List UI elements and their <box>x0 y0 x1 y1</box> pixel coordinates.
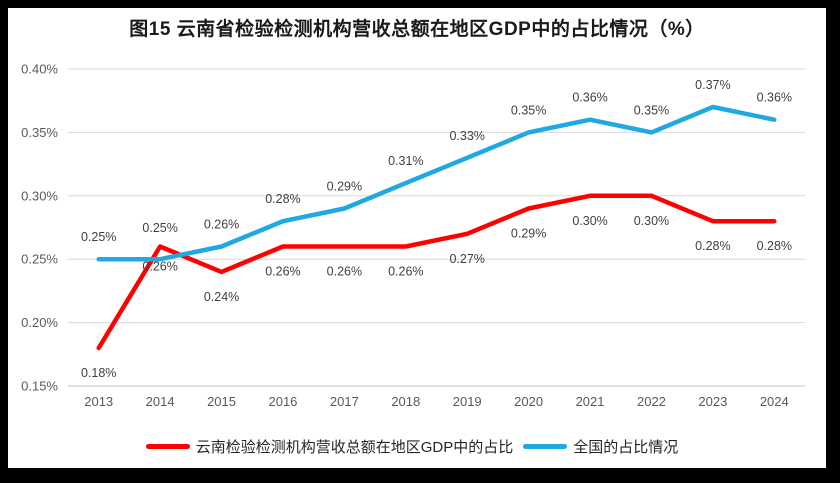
data-label-yunnan-2014: 0.26% <box>142 260 177 274</box>
x-tick-2023: 2023 <box>698 394 727 409</box>
data-label-national-2016: 0.28% <box>265 192 300 206</box>
y-tick-0.15%: 0.15% <box>21 379 58 394</box>
x-tick-2024: 2024 <box>760 394 789 409</box>
data-label-yunnan-2015: 0.24% <box>204 290 239 304</box>
data-label-national-2024: 0.36% <box>757 91 792 105</box>
chart-panel: 图15 云南省检验检测机构营收总额在地区GDP中的占比情况（%） 0.40% 0.… <box>8 8 826 468</box>
data-label-national-2015: 0.26% <box>204 218 239 232</box>
x-tick-2013: 2013 <box>84 394 113 409</box>
x-tick-2022: 2022 <box>637 394 666 409</box>
legend: 云南检验检测机构营收总额在地区GDP中的占比 全国的占比情况 <box>8 436 826 457</box>
data-label-yunnan-2023: 0.28% <box>695 239 730 253</box>
x-tick-2018: 2018 <box>391 394 420 409</box>
data-label-yunnan-2013: 0.18% <box>81 366 116 380</box>
legend-swatch-yunnan <box>145 444 190 449</box>
data-label-national-2018: 0.31% <box>388 154 423 168</box>
data-label-national-2021: 0.36% <box>572 91 607 105</box>
y-tick-0.20%: 0.20% <box>21 315 58 330</box>
series-line-yunnan <box>96 193 777 351</box>
x-tick-2019: 2019 <box>453 394 482 409</box>
data-label-yunnan-2021: 0.30% <box>572 214 607 228</box>
y-tick-0.30%: 0.30% <box>21 188 58 203</box>
data-label-national-2023: 0.37% <box>695 78 730 92</box>
data-label-yunnan-2020: 0.29% <box>511 226 546 240</box>
data-label-national-2019: 0.33% <box>449 129 484 143</box>
series-line-national <box>96 104 777 262</box>
y-tick-0.35%: 0.35% <box>21 125 58 140</box>
legend-swatch-national <box>523 444 568 449</box>
x-tick-2014: 2014 <box>146 394 175 409</box>
x-tick-2016: 2016 <box>268 394 297 409</box>
data-label-yunnan-2016: 0.26% <box>265 265 300 279</box>
x-tick-2017: 2017 <box>330 394 359 409</box>
data-label-national-2017: 0.29% <box>327 179 362 193</box>
y-tick-0.40%: 0.40% <box>21 62 58 77</box>
data-label-yunnan-2018: 0.26% <box>388 265 423 279</box>
data-label-yunnan-2024: 0.28% <box>757 239 792 253</box>
x-tick-2015: 2015 <box>207 394 236 409</box>
data-label-yunnan-2022: 0.30% <box>634 214 669 228</box>
legend-label-yunnan: 云南检验检测机构营收总额在地区GDP中的占比 <box>195 439 514 456</box>
x-tick-2021: 2021 <box>576 394 605 409</box>
line-chart: 0.40% 0.35% 0.30% 0.25% 0.20% 0.15% 2013 2014 20… <box>21 62 805 409</box>
chart-title: 图15 云南省检验检测机构营收总额在地区GDP中的占比情况（%） <box>129 19 705 40</box>
y-tick-0.25%: 0.25% <box>21 252 58 267</box>
data-label-national-2022: 0.35% <box>634 103 669 117</box>
data-label-national-2014: 0.25% <box>142 221 177 235</box>
x-tick-2020: 2020 <box>514 394 543 409</box>
legend-label-national: 全国的占比情况 <box>573 439 679 456</box>
data-label-national-2020: 0.35% <box>511 103 546 117</box>
data-label-national-2013: 0.25% <box>81 230 116 244</box>
data-label-yunnan-2017: 0.26% <box>327 265 362 279</box>
data-label-yunnan-2019: 0.27% <box>449 252 484 266</box>
